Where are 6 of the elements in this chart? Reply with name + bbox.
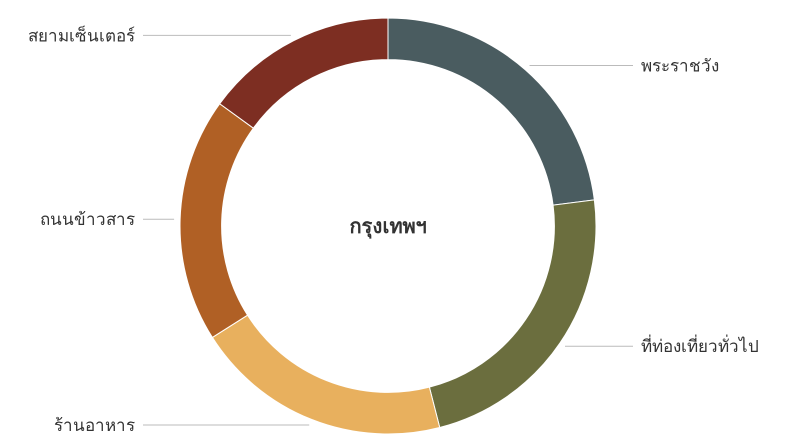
slice-label: ที่ท่องเที่ยวทั่วไป bbox=[641, 334, 759, 358]
slice-label: สยามเซ็นเตอร์ bbox=[28, 24, 135, 46]
slice-label: พระราชวัง bbox=[641, 56, 719, 76]
slice-label: ถนนข้าวสาร bbox=[40, 210, 135, 230]
text: กรุงเทพฯ bbox=[350, 214, 426, 239]
slice-label: ร้านอาหาร bbox=[54, 416, 135, 436]
